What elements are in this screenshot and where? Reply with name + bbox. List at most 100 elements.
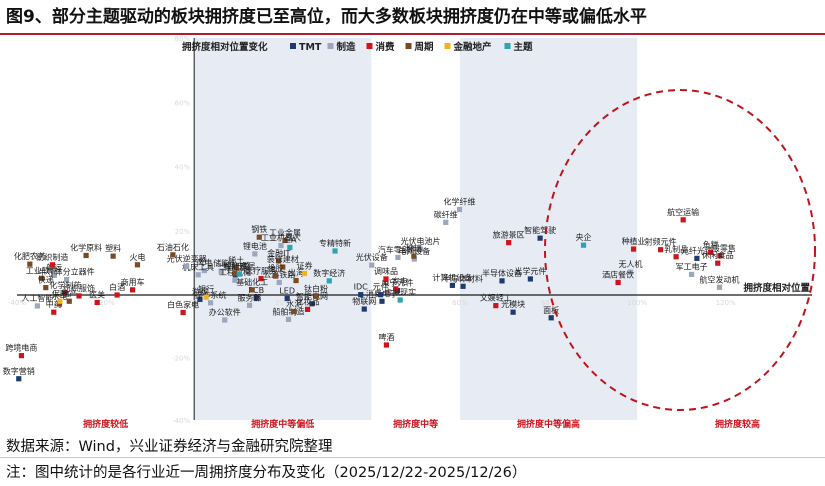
point-label: 白色家电 (167, 300, 199, 310)
point-label: 航运 (46, 262, 62, 272)
point-label: 纺织服饰 (63, 283, 95, 293)
point-label: 水电 (52, 291, 68, 301)
point-label: 电子元件 (381, 278, 413, 288)
data-point (258, 276, 264, 282)
point-label: 计算机设备 (432, 272, 472, 282)
point-label: 面板 (543, 305, 559, 315)
point-label: 乳制品 (664, 244, 688, 254)
point-label: 汽车零部件 (378, 244, 418, 254)
point-label: 元件 (373, 282, 389, 292)
data-point (207, 300, 214, 306)
period-note: 注：图中统计的是各行业近一周拥挤度分布及变化（2025/12/22-2025/1… (6, 465, 527, 481)
data-point (580, 242, 587, 248)
data-point (673, 254, 679, 260)
data-point (49, 262, 56, 268)
data-point (395, 254, 401, 261)
point-label: 白酒 (109, 282, 125, 292)
data-point (34, 303, 40, 309)
data-point (252, 251, 258, 257)
data-point (717, 253, 723, 259)
data-point (94, 299, 100, 306)
point-label: 纺织制造 (36, 252, 68, 262)
data-point (16, 376, 22, 382)
point-label: 金融IT (267, 248, 290, 258)
y-tick-label: -20% (172, 355, 190, 363)
data-point (232, 270, 238, 277)
point-label: 工业机器人 (261, 233, 301, 243)
data-point (184, 263, 190, 270)
legend-title: 拥挤度相对位置变化 (182, 41, 268, 53)
point-label: 鱼糕 (703, 239, 719, 249)
point-label: 锂电池 (243, 241, 267, 251)
x-tick-label: 20% (275, 299, 291, 307)
point-label: 跨境电商 (5, 343, 37, 353)
point-label: 物联网 (352, 296, 376, 306)
data-point (527, 276, 533, 282)
point-label: 光伏逆变器 (167, 253, 207, 263)
chart-legend: 拥挤度相对位置变化 TMT 制造 消费 周期 金融地产 主题 (182, 41, 533, 53)
point-label: 啤酒 (378, 332, 394, 342)
data-point (694, 255, 700, 261)
point-label: 工业金属 (269, 227, 301, 237)
x-tick-label: 0% (189, 299, 200, 307)
data-point (273, 273, 279, 279)
data-point (246, 302, 253, 308)
point-label: 化学制药 (49, 280, 81, 290)
highlight-ellipse (544, 89, 816, 411)
y-tick-label: 60% (175, 99, 191, 107)
point-label: 钛白粉 (304, 283, 328, 293)
title-rule (0, 33, 825, 35)
point-label: 半导体材料 (443, 273, 483, 283)
point-label: 光学元件 (514, 266, 546, 276)
point-label: 游戏 (192, 286, 208, 296)
band-label: 拥挤度中等偏高 (517, 418, 580, 430)
y-tick-label: 20% (175, 228, 191, 236)
data-point (548, 315, 554, 321)
data-point (715, 260, 721, 266)
point-label: 电网设备 (398, 246, 430, 256)
point-label: 化妆品 (296, 296, 320, 306)
point-label: 储能 (213, 258, 229, 268)
data-point (358, 292, 364, 298)
point-label: 稀土 (228, 255, 244, 265)
point-label: 休闲食品 (702, 250, 734, 260)
point-label: 一般零售 (704, 243, 736, 253)
data-point (285, 316, 292, 322)
data-point (397, 297, 403, 303)
data-point (280, 264, 286, 270)
point-label: 塑料 (105, 243, 121, 253)
data-point (369, 262, 375, 268)
source-note: 数据来源：Wind，兴业证券经济与金融研究院整理 (6, 439, 333, 455)
legend-marker (327, 43, 334, 49)
point-label: 央企 (576, 232, 592, 242)
data-point (180, 309, 186, 316)
data-point (232, 277, 238, 283)
legend-marker (405, 43, 412, 49)
point-label: 出海 (288, 268, 304, 278)
x-tick-label: -20% (97, 299, 115, 307)
point-label: 小家电 (384, 276, 408, 286)
band-region (194, 38, 372, 420)
data-point (287, 244, 293, 251)
data-point (276, 258, 282, 264)
point-label: 智能家居 (223, 261, 255, 271)
data-point (716, 284, 723, 290)
data-point (284, 295, 290, 302)
data-point (43, 285, 49, 291)
x-tick-label: 120% (716, 299, 736, 307)
data-point (657, 247, 664, 253)
data-point (66, 298, 72, 304)
chart-points: 智能驾驶光纤光缆电子元件数字营销存储器智能电网IDC物联网半导体设备半导体材料游… (3, 197, 740, 382)
data-point (64, 276, 70, 283)
data-point (449, 282, 456, 288)
data-point (680, 217, 686, 223)
point-label: 光模块 (501, 299, 525, 309)
data-point (615, 279, 621, 286)
data-point (39, 275, 45, 281)
data-point (253, 295, 259, 301)
legend-marker (290, 43, 296, 49)
data-point (688, 271, 695, 278)
data-point (249, 287, 255, 293)
data-point (383, 342, 390, 348)
data-point (293, 277, 299, 284)
